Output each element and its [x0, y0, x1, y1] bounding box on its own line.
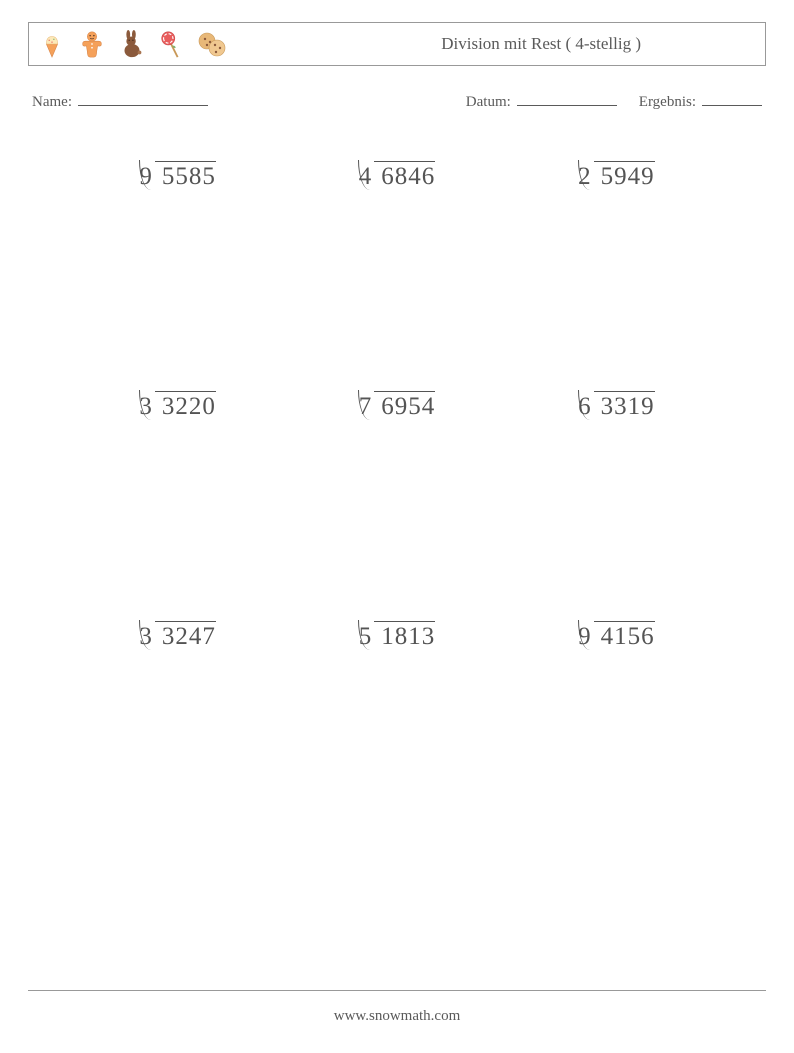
dividend-wrap: 6846 [374, 161, 435, 191]
division: 6 3319 [578, 391, 655, 421]
dividend: 5949 [601, 163, 655, 190]
division: 9 5585 [139, 161, 216, 191]
division: 5 1813 [359, 621, 436, 651]
date-blank [517, 92, 617, 106]
problem-5: 7 6954 [287, 381, 506, 611]
dividend-wrap: 5585 [155, 161, 216, 191]
problem-3: 2 5949 [507, 151, 726, 381]
division: 3 3247 [139, 621, 216, 651]
name-blank [78, 92, 208, 106]
dividend-wrap: 6954 [374, 391, 435, 421]
dividend-wrap: 1813 [374, 621, 435, 651]
dividend: 1813 [381, 623, 435, 650]
footer-divider [28, 990, 766, 991]
dividend: 5585 [162, 163, 216, 190]
dividend-wrap: 3319 [594, 391, 655, 421]
dividend: 6954 [381, 393, 435, 420]
division: 2 5949 [578, 161, 655, 191]
dividend-wrap: 3220 [155, 391, 216, 421]
cookies-icon [195, 27, 229, 61]
problem-7: 3 3247 [68, 611, 287, 841]
dividend: 3247 [162, 623, 216, 650]
problems-grid: 9 5585 4 6846 2 5949 [28, 151, 766, 841]
problem-4: 3 3220 [68, 381, 287, 611]
dividend-wrap: 4156 [594, 621, 655, 651]
dividend: 6846 [381, 163, 435, 190]
name-field: Name: [32, 92, 208, 111]
problem-9: 9 4156 [507, 611, 726, 841]
result-label: Ergebnis: [639, 94, 696, 111]
problem-8: 5 1813 [287, 611, 506, 841]
division: 9 4156 [578, 621, 655, 651]
lollipop-icon [155, 27, 189, 61]
icon-row [33, 27, 229, 61]
division: 7 6954 [359, 391, 436, 421]
meta-right: Datum: Ergebnis: [466, 92, 762, 111]
header-box: Division mit Rest ( 4-stellig ) [28, 22, 766, 66]
meta-row: Name: Datum: Ergebnis: [28, 92, 766, 111]
bunny-icon [115, 27, 149, 61]
dividend-wrap: 3247 [155, 621, 216, 651]
dividend: 3220 [162, 393, 216, 420]
result-blank [702, 92, 762, 106]
dividend: 4156 [601, 623, 655, 650]
worksheet-page: Division mit Rest ( 4-stellig ) Name: Da… [0, 0, 794, 841]
date-label: Datum: [466, 94, 511, 111]
ice-cream-icon [35, 27, 69, 61]
worksheet-title: Division mit Rest ( 4-stellig ) [441, 34, 751, 54]
division: 4 6846 [359, 161, 436, 191]
gingerbread-icon [75, 27, 109, 61]
problem-1: 9 5585 [68, 151, 287, 381]
dividend-wrap: 5949 [594, 161, 655, 191]
division: 3 3220 [139, 391, 216, 421]
name-label: Name: [32, 94, 72, 111]
problem-2: 4 6846 [287, 151, 506, 381]
footer-url: www.snowmath.com [0, 1008, 794, 1025]
problem-6: 6 3319 [507, 381, 726, 611]
dividend: 3319 [601, 393, 655, 420]
